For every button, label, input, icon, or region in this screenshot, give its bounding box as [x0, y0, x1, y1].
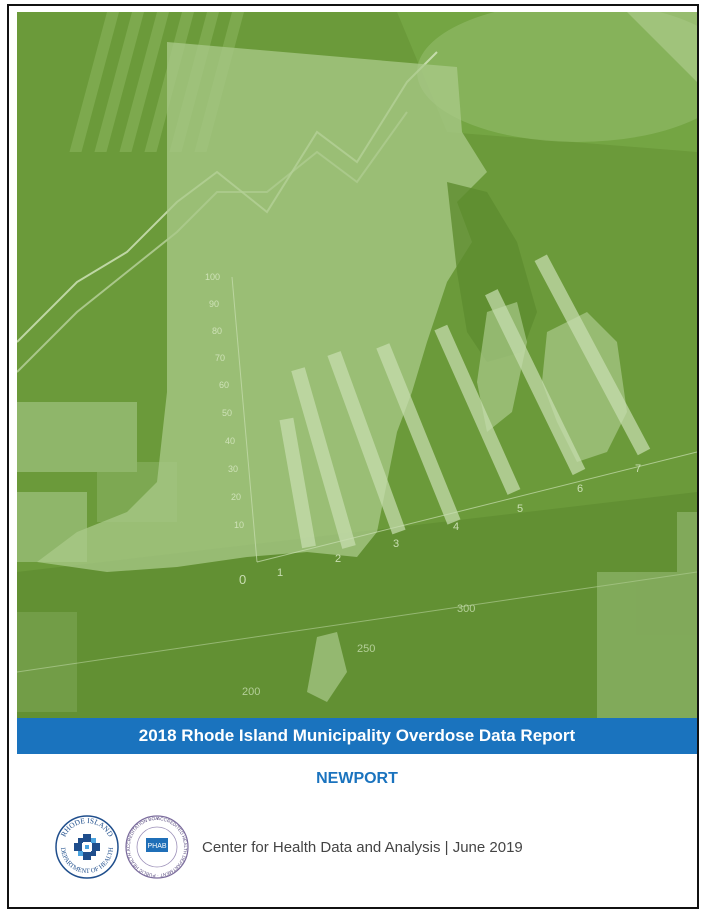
y-tick: 100	[205, 272, 220, 282]
report-cover-page: 100 90 80 70 60 50 40 30 20 10 0 1 2 3 4…	[7, 4, 699, 909]
ridoh-seal-icon: RHODE ISLAND DEPARTMENT OF HEALTH	[54, 814, 120, 880]
x-tick: 7	[635, 463, 641, 475]
y-tick: 20	[231, 492, 241, 502]
y-tick: 0	[239, 572, 246, 587]
x-tick: 3	[393, 538, 399, 550]
footer-credit: Center for Health Data and Analysis | Ju…	[202, 838, 523, 856]
phab-label: PHAB	[147, 843, 166, 850]
y-tick: 60	[219, 380, 229, 390]
y-tick: 40	[225, 436, 235, 446]
extra-tick: 300	[457, 603, 475, 615]
report-title-bar: 2018 Rhode Island Municipality Overdose …	[17, 718, 697, 754]
extra-tick: 250	[357, 643, 375, 655]
cover-graphic: 100 90 80 70 60 50 40 30 20 10 0 1 2 3 4…	[17, 12, 697, 718]
x-tick: 5	[517, 503, 523, 515]
municipality-name: NEWPORT	[316, 770, 398, 787]
y-tick: 70	[215, 353, 225, 363]
y-tick: 50	[222, 408, 232, 418]
x-tick: 6	[577, 483, 583, 495]
x-tick: 4	[453, 521, 459, 533]
x-tick: 2	[335, 553, 341, 565]
y-tick: 80	[212, 326, 222, 336]
y-tick: 10	[234, 520, 244, 530]
extra-tick: 200	[242, 686, 260, 698]
report-title: 2018 Rhode Island Municipality Overdose …	[138, 726, 576, 745]
footer: RHODE ISLAND DEPARTMENT OF HEALTH	[54, 812, 523, 882]
x-tick: 1	[277, 567, 283, 579]
y-tick: 90	[209, 299, 219, 309]
y-tick: 30	[228, 464, 238, 474]
phab-seal-icon: ACCREDITED HEALTH DEPARTMENT · PUBLIC HE…	[124, 814, 190, 880]
